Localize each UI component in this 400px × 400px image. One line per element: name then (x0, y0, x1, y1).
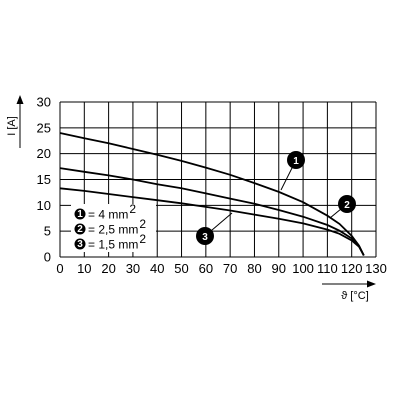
y-tick-label: 5 (44, 224, 51, 239)
legend-item-1: 1 = 4 mm 2 (74, 202, 136, 222)
curve-marker-2: 2 (329, 195, 356, 219)
x-tick-label: 130 (365, 261, 387, 276)
legend-label-superscript: 2 (139, 232, 146, 246)
series-line-2 (59, 167, 365, 256)
curve-marker-3: 3 (196, 212, 233, 245)
curve-marker-1: 1 (280, 151, 305, 191)
x-tick-label: 80 (247, 261, 261, 276)
legend-marker-circle (74, 223, 86, 235)
legend-label: = 2,5 mm (88, 223, 138, 237)
y-tick-label: 25 (37, 120, 51, 135)
legend-label: = 4 mm (88, 208, 128, 222)
x-tick-label: 0 (56, 261, 63, 276)
legend-label-superscript: 2 (129, 202, 136, 216)
y-tick-label: 0 (44, 250, 51, 265)
y-tick-label: 30 (37, 95, 51, 110)
y-tick-labels: 0 5 10 15 20 25 30 (37, 95, 51, 265)
legend: 1 = 4 mm 22 = 2,5 mm 23 = 1,5 mm 2 (71, 202, 156, 252)
legend-label-superscript: 2 (139, 217, 146, 231)
y-tick-label: 15 (37, 172, 51, 187)
x-tick-label: 10 (77, 261, 91, 276)
marker-number: 2 (344, 200, 350, 211)
y-tick-label: 20 (37, 146, 51, 161)
x-tick-labels: 0 10 20 30 40 50 60 70 80 90 100 110 120 130 (56, 261, 386, 276)
legend-marker-circle (74, 238, 86, 250)
series-lines (59, 132, 365, 256)
legend-item-3: 3 = 1,5 mm 2 (74, 232, 146, 252)
marker-circle (287, 151, 305, 169)
curve-markers: 1 2 3 (196, 151, 356, 245)
x-tick-label: 110 (317, 261, 338, 276)
x-tick-label: 40 (150, 261, 164, 276)
x-tick-label: 30 (126, 261, 140, 276)
x-axis-arrow-head (367, 280, 376, 288)
legend-marker-number: 1 (77, 209, 83, 220)
series-line-1 (59, 132, 365, 256)
series-line-3 (59, 187, 365, 256)
legend-label: = 1,5 mm (88, 238, 138, 252)
x-tick-label: 90 (272, 261, 286, 276)
x-tick-label: 100 (292, 261, 314, 276)
legend-marker-circle (74, 208, 86, 220)
marker-number: 1 (293, 156, 299, 167)
y-tick-label: 10 (37, 198, 51, 213)
x-axis-title-group: ϑ [°C] (322, 280, 376, 302)
marker-circle (338, 195, 356, 213)
x-axis-title: ϑ [°C] (341, 290, 369, 302)
legend-item-2: 2 = 2,5 mm 2 (74, 217, 146, 237)
legend-marker-number: 3 (77, 239, 83, 250)
x-tick-label: 60 (199, 261, 213, 276)
x-tick-label: 120 (341, 261, 363, 276)
y-axis-title: I [A] (6, 116, 18, 136)
x-tick-label: 70 (223, 261, 237, 276)
y-axis-arrow-head (16, 95, 24, 104)
x-tick-label: 20 (101, 261, 115, 276)
marker-number: 3 (202, 232, 208, 243)
x-tick-label: 50 (174, 261, 188, 276)
grid (59, 101, 377, 258)
legend-marker-number: 2 (77, 224, 83, 235)
y-axis-title-group: I [A] (6, 95, 24, 148)
marker-circle (196, 227, 214, 245)
